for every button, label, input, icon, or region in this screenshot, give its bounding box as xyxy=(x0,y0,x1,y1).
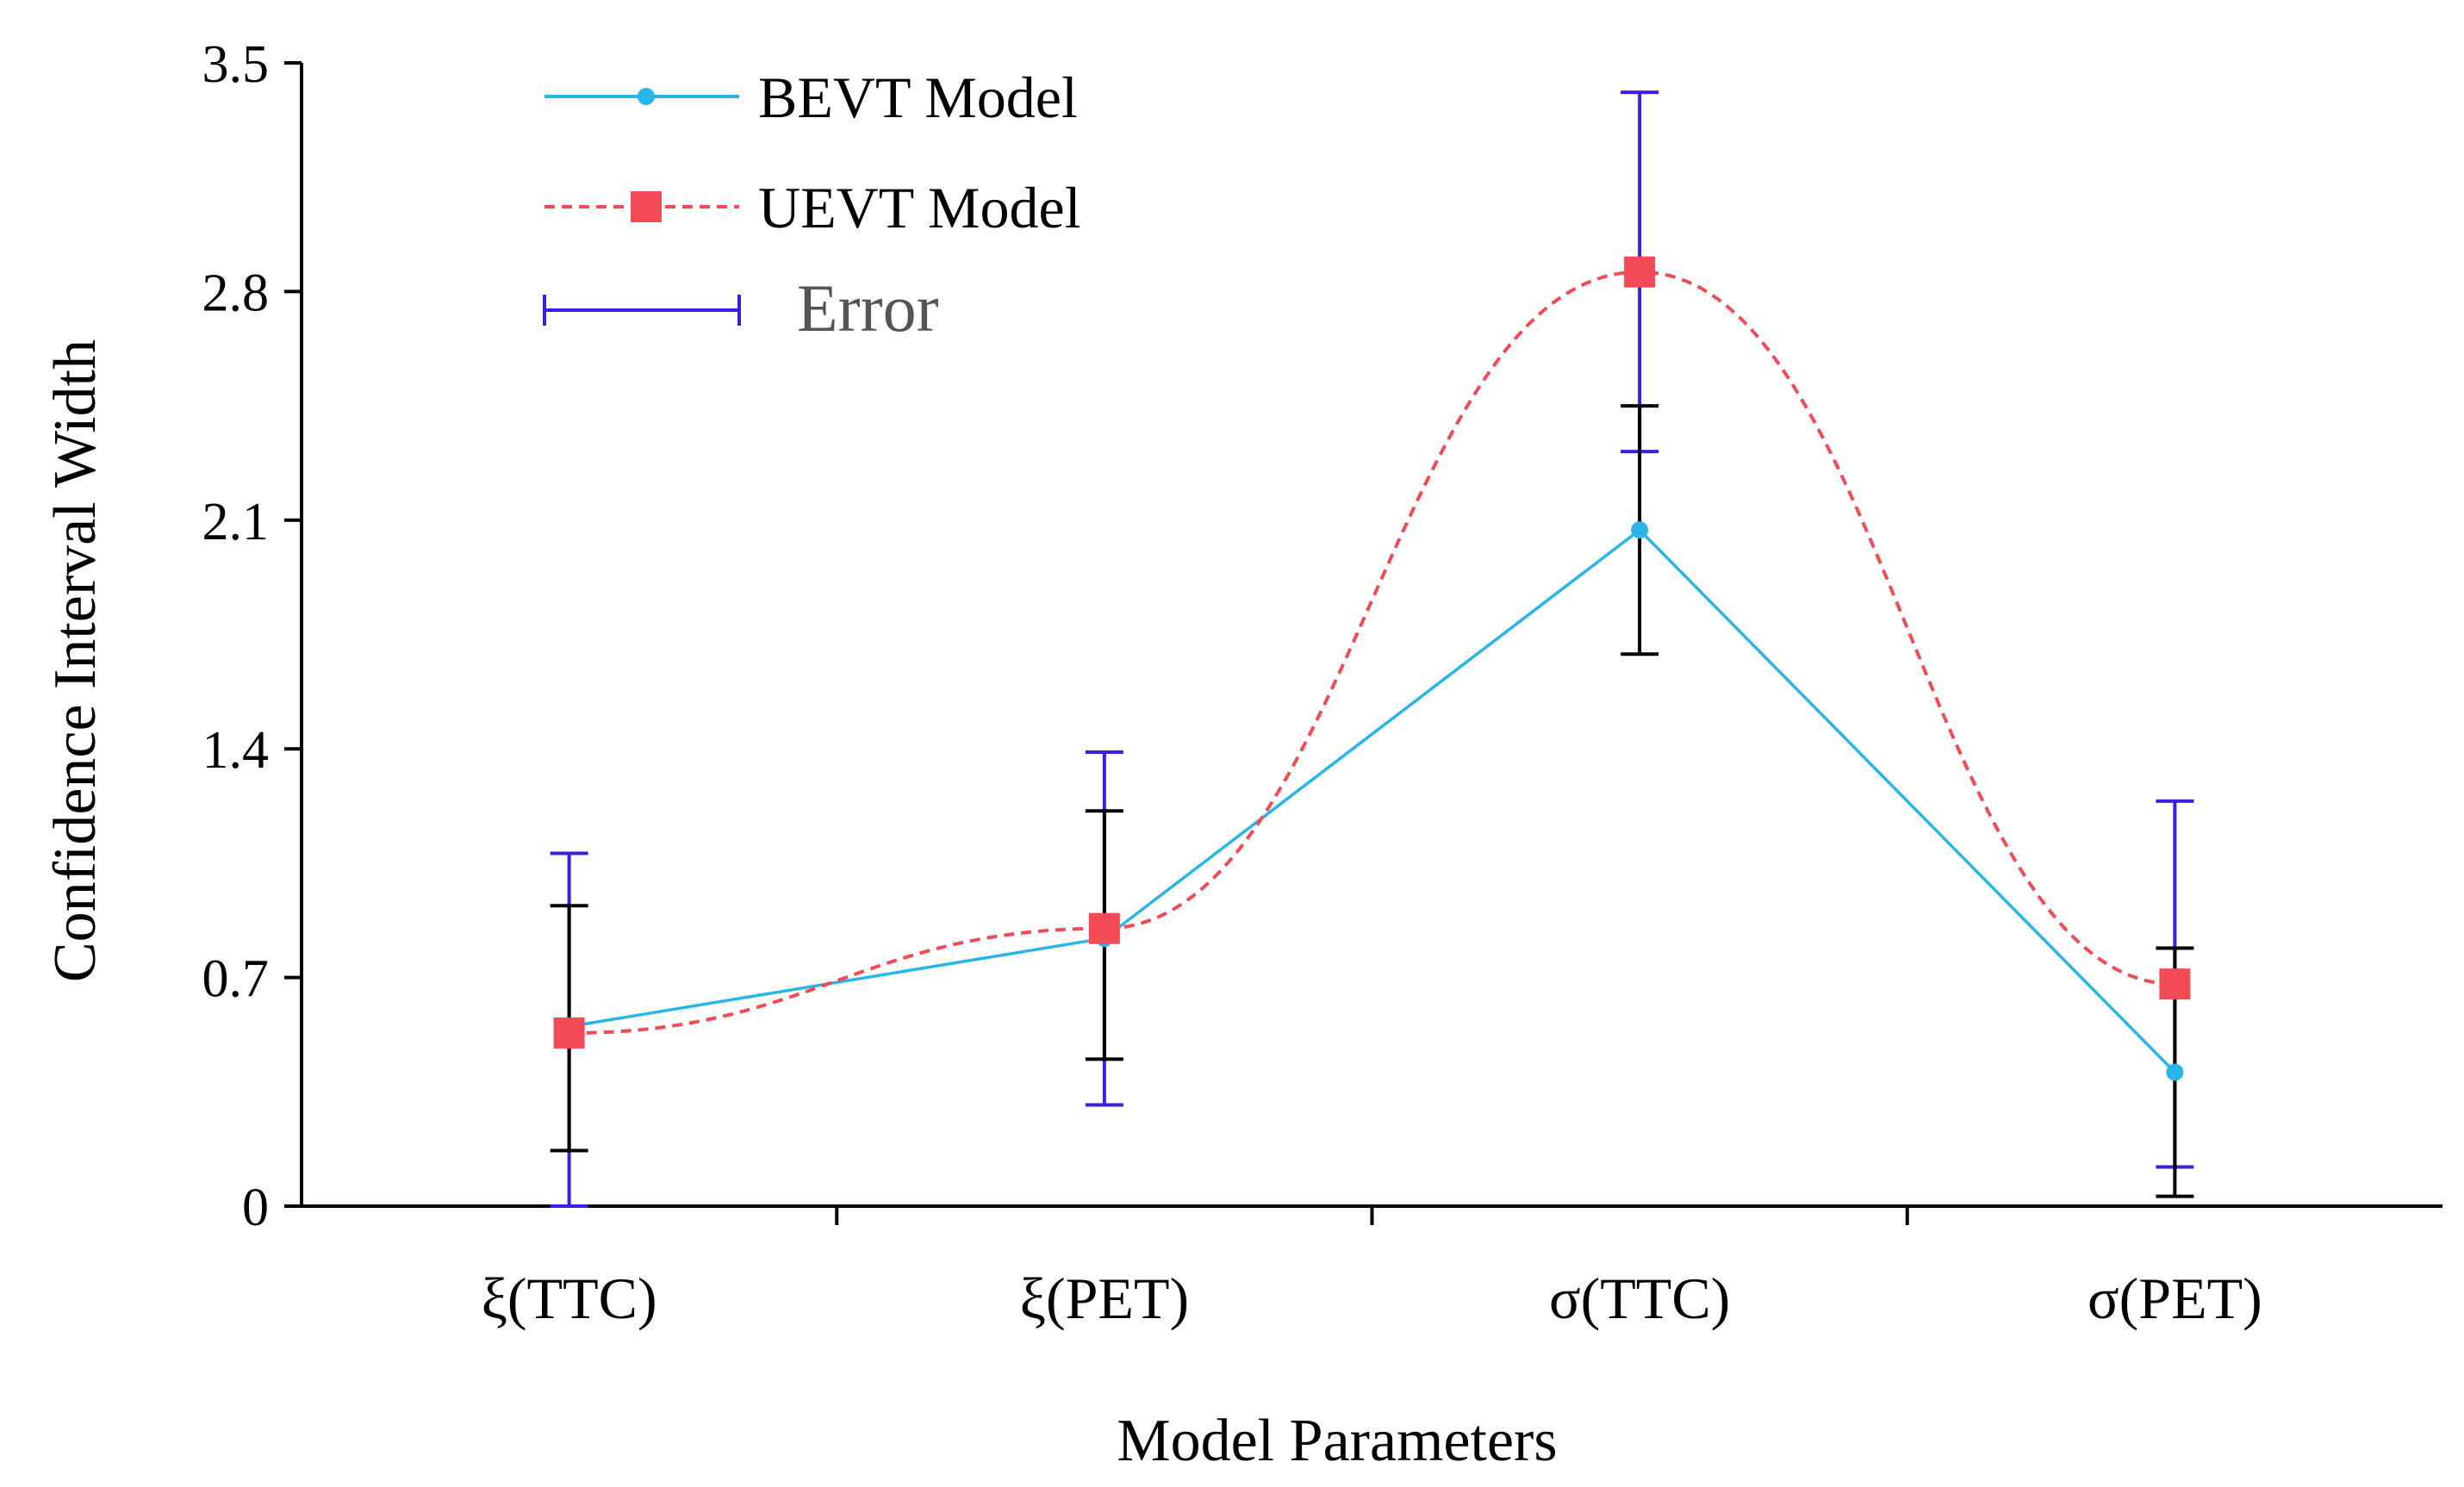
data-point xyxy=(1088,912,1120,944)
x-axis-title: Model Parameters xyxy=(1117,1408,1557,1474)
legend-item: UEVT Model xyxy=(544,175,1081,240)
x-tick-label: ξ(PET) xyxy=(1020,1266,1190,1331)
series-uevt-model xyxy=(553,256,2191,1049)
legend-label: UEVT Model xyxy=(758,175,1081,240)
y-tick-label: 2.1 xyxy=(202,493,270,551)
y-tick-label: 0 xyxy=(242,1179,269,1237)
series-bevt-model xyxy=(560,521,2184,1081)
data-point xyxy=(1631,521,1649,539)
legend: BEVT Model UEVT Model Error xyxy=(543,65,1081,345)
x-tick-label: σ(TTC) xyxy=(1549,1266,1730,1331)
legend-item: BEVT Model xyxy=(544,65,1078,130)
y-tick-label: 3.5 xyxy=(202,35,270,94)
x-tick-label: σ(PET) xyxy=(2088,1266,2262,1331)
axes: 0 0.7 1.4 2.1 2.8 3.5 ξ(TTC) ξ(PET) σ(TTC) σ(PET) xyxy=(202,35,2442,1331)
data-point xyxy=(553,1017,585,1049)
series-line xyxy=(569,527,2176,1073)
legend-label: Error xyxy=(797,271,939,345)
legend-marker xyxy=(638,88,655,105)
y-tick-label: 2.8 xyxy=(202,264,270,322)
legend-label: BEVT Model xyxy=(758,65,1078,130)
legend-marker xyxy=(631,191,662,222)
series-layer xyxy=(550,90,2194,1208)
data-point xyxy=(2166,1063,2184,1081)
series-line xyxy=(569,270,2175,1036)
y-tick-label: 1.4 xyxy=(202,721,270,780)
y-tick-label: 0.7 xyxy=(202,950,270,1009)
legend-item: Error xyxy=(543,271,939,345)
data-point xyxy=(1624,256,1656,288)
y-axis-title: Confidence Interval Width xyxy=(42,339,109,982)
data-point xyxy=(2159,968,2191,1000)
error-bars xyxy=(550,90,2194,1208)
x-tick-label: ξ(TTC) xyxy=(482,1266,657,1331)
